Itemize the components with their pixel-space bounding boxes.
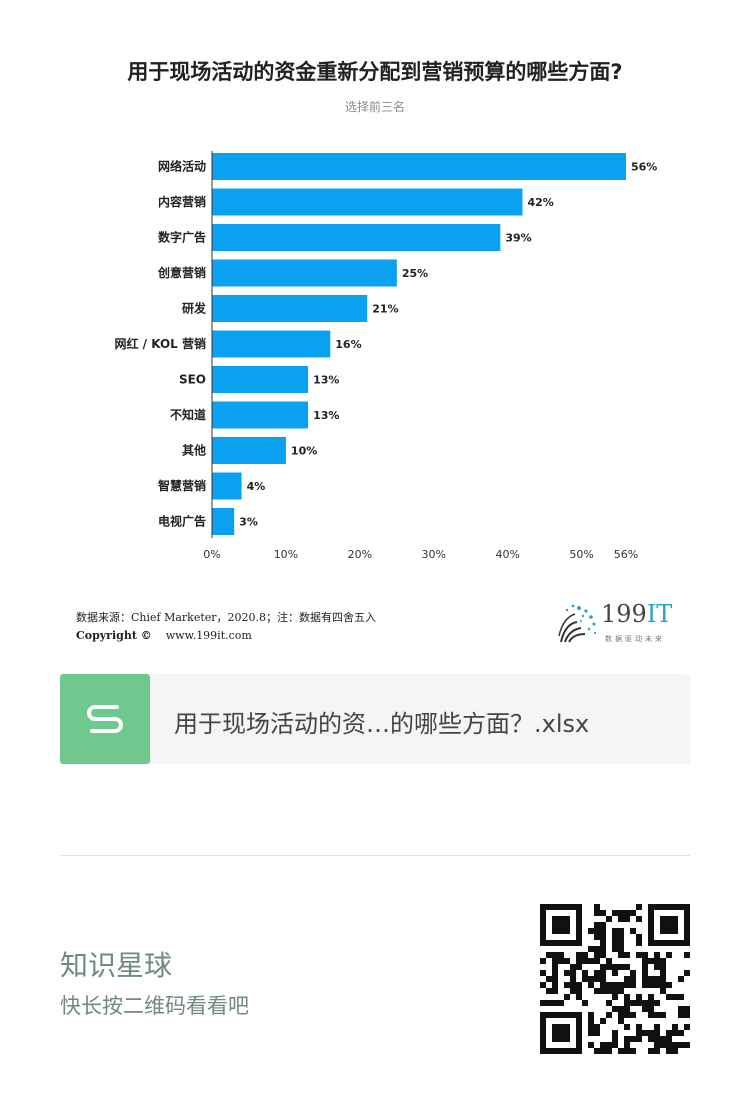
x-tick-label: 56% [614,548,638,561]
copyright-label: Copyright © [76,629,152,642]
bar [212,188,523,216]
value-label: 16% [335,338,361,351]
spreadsheet-s-icon [60,674,150,764]
logo-number: 199 [601,600,647,628]
bar-chart: 网络活动 56% 内容营销 42% 数字广告 39% 创意营销 25% 研发 21% 网红 / KO… [114,151,657,561]
x-tick-label: 40% [495,548,519,561]
category-label: 内容营销 [158,194,206,209]
x-tick-label: 20% [348,548,372,561]
value-label: 4% [247,480,266,493]
value-label: 25% [402,267,428,280]
x-tick-label: 50% [569,548,593,561]
logo-wordmark: 199IT [601,600,672,628]
bar [212,472,242,500]
x-tick-label: 10% [274,548,298,561]
file-attachment-card[interactable]: 用于现场活动的资…的哪些方面？.xlsx [60,674,690,764]
category-label: 不知道 [170,407,206,422]
bar [212,259,397,287]
category-label: 其他 [182,443,206,458]
chart-subtitle: 选择前三名 [344,100,405,114]
category-label: 数字广告 [158,230,206,245]
source-note: 数据来源：Chief Marketer，2020.8；注：数据有四舍五入 [76,611,377,624]
chart-title: 用于现场活动的资金重新分配到营销预算的哪些方面? [127,60,623,84]
category-label: 智慧营销 [157,478,206,493]
value-label: 10% [291,445,317,458]
category-label: 创意营销 [157,265,206,280]
bar [212,366,309,393]
planet-title: 知识星球 [60,949,173,982]
divider [60,855,690,856]
x-tick-label: 30% [422,548,446,561]
copyright-url[interactable]: www.199it.com [165,629,252,642]
category-label: 电视广告 [158,514,206,529]
logo-letters: IT [646,600,673,628]
value-label: 3% [239,516,258,529]
value-label: 21% [372,303,398,316]
category-label: 研发 [182,301,207,316]
value-label: 56% [631,161,657,174]
category-label: 网红 / KOL 营销 [114,336,206,351]
value-label: 13% [313,374,339,387]
copyright-line: Copyright © www.199it.com [76,629,252,642]
dandelion-icon [558,604,597,643]
x-tick-label: 0% [203,548,220,561]
logo-slogan: 数据驱动未来 [605,635,665,643]
bar [212,401,309,429]
value-label: 13% [313,409,339,422]
bar [212,508,235,535]
qr-code-icon[interactable] [540,904,690,1054]
category-label: 网络活动 [158,159,206,174]
planet-subtitle: 快长按二维码看看吧 [60,994,249,1018]
value-label: 42% [528,196,554,209]
bar [212,295,368,322]
file-name[interactable]: 用于现场活动的资…的哪些方面？.xlsx [174,710,590,738]
bar [212,153,626,180]
brand-logo: 199IT 数据驱动未来 [555,600,685,648]
value-label: 39% [505,232,531,245]
category-label: SEO [179,373,206,387]
bar [212,330,331,358]
bar [212,437,286,464]
bar [212,224,501,251]
